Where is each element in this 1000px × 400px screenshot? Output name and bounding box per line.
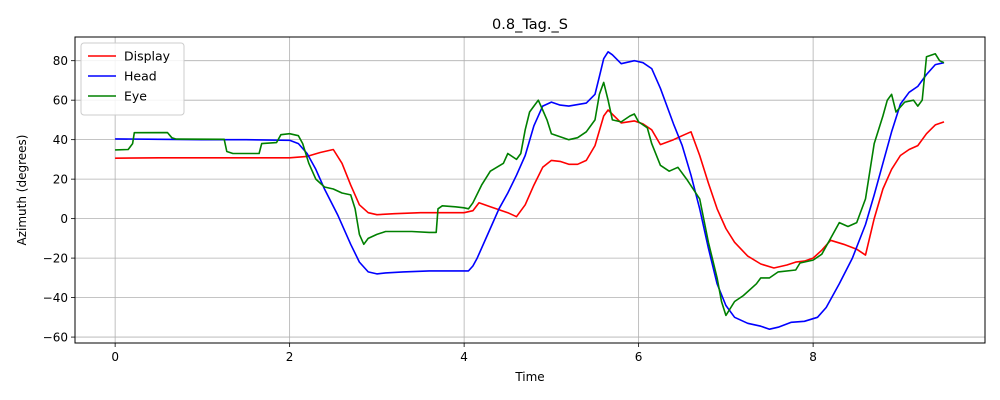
y-axis-ticks: −60 −40 −20 0 20 40 60 80 — [43, 54, 75, 345]
series-line-eye — [115, 53, 945, 317]
x-axis-ticks: 0 2 4 6 8 — [111, 343, 817, 364]
series-line-head — [115, 51, 945, 330]
x-tick-label: 2 — [286, 350, 294, 364]
grid-lines — [75, 37, 985, 343]
y-tick-label: 20 — [53, 173, 68, 187]
x-tick-label: 0 — [111, 350, 119, 364]
chart-title: 0.8_Tag._S — [492, 17, 568, 33]
y-tick-label: −60 — [43, 331, 68, 345]
series-line-display — [115, 109, 945, 269]
legend-label-eye: Eye — [124, 89, 147, 104]
y-tick-label: 60 — [53, 94, 68, 108]
y-tick-label: 80 — [53, 54, 68, 68]
plot-frame — [74, 36, 986, 344]
x-tick-label: 4 — [460, 350, 468, 364]
x-tick-label: 8 — [809, 350, 817, 364]
legend-label-display: Display — [124, 49, 171, 64]
y-axis-label: Azimuth (degrees) — [15, 135, 29, 246]
series-lines — [115, 51, 945, 330]
legend: Display Head Eye — [80, 42, 185, 116]
y-tick-label: 40 — [53, 133, 68, 147]
y-tick-label: −40 — [43, 291, 68, 305]
legend-frame — [80, 42, 185, 116]
legend-label-head: Head — [124, 69, 157, 84]
y-tick-label: 0 — [60, 212, 68, 226]
x-axis-label: Time — [514, 370, 544, 384]
y-tick-label: −20 — [43, 252, 68, 266]
x-tick-label: 6 — [635, 350, 643, 364]
